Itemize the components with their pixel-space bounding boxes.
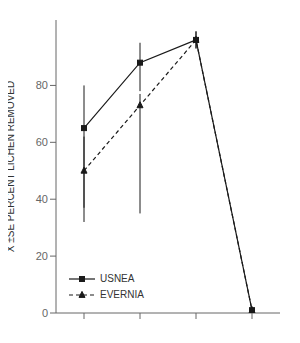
svg-text:60: 60 (36, 136, 48, 148)
html-text:EVERNIA: EVERNIA (100, 289, 144, 300)
svg-text:0: 0 (42, 307, 48, 319)
svg-text:X̄ ±SE PERCENT LICHEN REMOVED: X̄ ±SE PERCENT LICHEN REMOVED (8, 81, 16, 252)
html-text:USNEA: USNEA (100, 273, 135, 284)
svg-text:40: 40 (36, 193, 48, 205)
svg-text:80: 80 (36, 79, 48, 91)
svg-text:20: 20 (36, 250, 48, 262)
